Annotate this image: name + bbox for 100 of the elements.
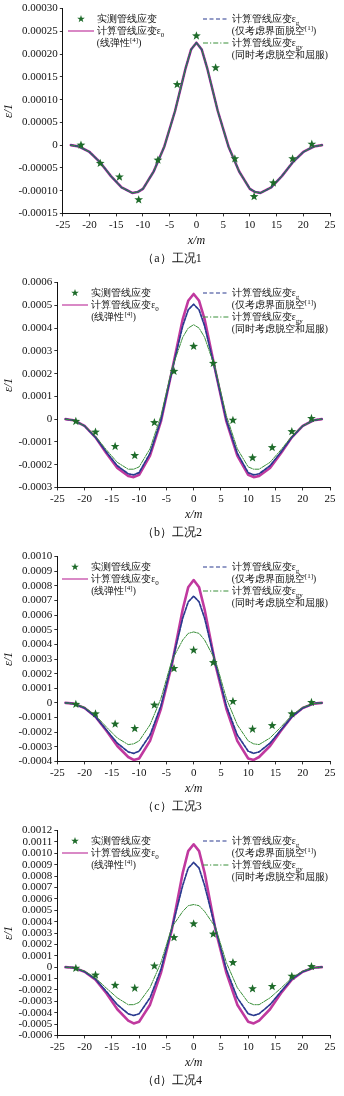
y-tick-label: -0.0006 (18, 1028, 53, 1041)
x-tick-label: 10 (242, 765, 255, 778)
y-tick-label: -0.0004 (18, 754, 53, 767)
legend-label: 计算管线应变ε$_{g}$ (仅考虑界面脱空$^{[1]}$) (231, 834, 317, 859)
x-tick-label: -5 (161, 1039, 172, 1052)
text: （d）工况4 (141, 1072, 203, 1089)
y-tick-label: 0.0005 (22, 298, 53, 311)
text: 计算管线应变ε$_{0}$ (线弹性$^{[4]}$) (91, 299, 159, 322)
y-tick-label: 0.0005 (22, 903, 53, 916)
x-tick-label: -20 (82, 217, 98, 230)
x-tick-label: -10 (131, 765, 147, 778)
x-tick-label: 0 (190, 1039, 197, 1052)
y-tick-label: 0.00005 (22, 115, 59, 128)
y-tick-label: 0.0001 (22, 389, 53, 402)
x-tick-label: -15 (108, 217, 125, 230)
x-tick-label: -5 (165, 217, 175, 230)
text: （c）工况3 (141, 798, 203, 815)
x-tick-label: -10 (131, 491, 147, 504)
x-tick-label: 0 (193, 217, 200, 230)
legend-label: 实测管线应变 (91, 560, 152, 573)
y-tick-label: 0 (52, 138, 59, 151)
x-tick-label: 20 (297, 217, 310, 230)
x-axis-title: x/m (183, 1054, 203, 1069)
y-tick-label: 0.0009 (22, 564, 53, 577)
y-tick-label: -0.0002 (18, 457, 53, 470)
y-tick-label: 0.00015 (22, 69, 59, 82)
y-tick-label: 0.0008 (22, 869, 53, 881)
y-tick-label: -0.0003 (18, 994, 53, 1007)
x-tick-label: 25 (324, 1039, 336, 1052)
y-tick-label: 0.0003 (22, 343, 53, 356)
x-tick-label: 10 (242, 1039, 255, 1052)
y-tick-label: 0 (46, 695, 53, 708)
x-tick-label: 15 (269, 1039, 282, 1052)
x-tick-label: 5 (220, 217, 227, 230)
legend-label: 计算管线应变ε$_{gy}$ (同时考虑脱空和屈服) (231, 858, 328, 883)
y-tick-label: 0.0010 (22, 549, 53, 562)
x-tick-label: 25 (324, 491, 336, 504)
x-tick-label: 15 (269, 765, 282, 778)
legend-label: 计算管线应变ε$_{gy}$ (同时考虑脱空和屈服) (231, 310, 328, 335)
x-tick-label: -5 (161, 491, 172, 504)
y-tick-label: -0.00010 (18, 183, 59, 196)
y-tick-label: 0.0012 (22, 823, 53, 836)
x-tick-label: 5 (218, 765, 225, 778)
y-tick-label: 0.0005 (22, 622, 53, 635)
y-tick-label: -0.0002 (18, 725, 53, 738)
y-tick-label: 0.0002 (22, 937, 53, 950)
x-tick-label: -25 (49, 1039, 66, 1052)
y-tick-label: 0.0002 (22, 666, 53, 679)
y-tick-label: 0.0006 (22, 891, 53, 904)
x-tick-label: 20 (297, 1039, 309, 1052)
x-tick-label: -15 (104, 765, 120, 778)
y-tick-label: -0.0004 (18, 1005, 53, 1018)
y-tick-label: -0.00005 (18, 160, 59, 173)
x-tick-label: -5 (161, 765, 172, 778)
y-axis-title: ε/1 (1, 925, 16, 941)
legend-label: 计算管线应变ε$_{g}$ (仅考虑界面脱空$^{[1]}$) (231, 12, 317, 37)
y-axis-title: ε/1 (1, 651, 16, 667)
legend-label: 计算管线应变ε$_{gy}$ (同时考虑脱空和屈服) (231, 36, 328, 61)
x-tick-label: 20 (297, 491, 309, 504)
y-tick-label: 0.0010 (22, 846, 53, 859)
text: （b）工况2 (141, 524, 203, 541)
y-tick-label: 0.0003 (22, 651, 53, 664)
y-tick-label: -0.0001 (18, 971, 53, 984)
x-axis-title: x/m (183, 780, 203, 795)
x-tick-label: 25 (324, 217, 336, 230)
y-tick-label: 0.0001 (22, 681, 53, 694)
y-tick-label: 0.0002 (22, 366, 53, 379)
y-tick-label: -0.0001 (18, 434, 53, 447)
y-tick-label: -0.0003 (18, 480, 53, 493)
x-tick-label: 0 (190, 765, 197, 778)
y-tick-label: -0.0001 (18, 710, 53, 723)
y-tick-label: 0.0004 (22, 321, 53, 333)
legend-label: 计算管线应变ε$_{gy}$ (同时考虑脱空和屈服) (231, 584, 328, 609)
text: （a）工况1 (141, 250, 203, 267)
y-axis-title: ε/1 (1, 103, 16, 119)
y-tick-label: 0 (46, 960, 53, 973)
x-tick-label: 5 (218, 491, 225, 504)
y-tick-label: 0.00025 (22, 24, 59, 37)
x-tick-label: 20 (297, 765, 309, 778)
x-tick-label: 10 (242, 491, 255, 504)
y-tick-label: 0.00010 (22, 92, 59, 105)
y-axis-title: ε/1 (1, 377, 16, 393)
x-tick-label: -25 (49, 765, 66, 778)
y-tick-label: 0.0004 (22, 637, 53, 650)
y-tick-label: 0.0011 (22, 834, 53, 847)
y-tick-label: 0.0004 (22, 914, 53, 927)
text: 计算管线应变ε$_{0}$ (线弹性$^{[4]}$) (91, 573, 159, 596)
text: 计算管线应变ε$_{0}$ (线弹性$^{[4]}$) (91, 847, 159, 870)
legend-label: 计算管线应变ε$_{g}$ (仅考虑界面脱空$^{[1]}$) (231, 286, 317, 311)
x-tick-label: 25 (324, 765, 336, 778)
y-tick-label: 0.0009 (22, 857, 53, 870)
y-tick-label: 0.0006 (22, 275, 53, 288)
legend-label: 实测管线应变 (91, 286, 152, 299)
x-tick-label: -15 (104, 1039, 120, 1052)
x-tick-label: 5 (218, 1039, 225, 1052)
y-tick-label: -0.0003 (18, 739, 53, 752)
y-tick-label: 0.0008 (22, 578, 53, 591)
x-tick-label: -20 (77, 491, 93, 504)
x-tick-label: -10 (131, 1039, 147, 1052)
y-tick-label: 0.0007 (22, 593, 53, 606)
